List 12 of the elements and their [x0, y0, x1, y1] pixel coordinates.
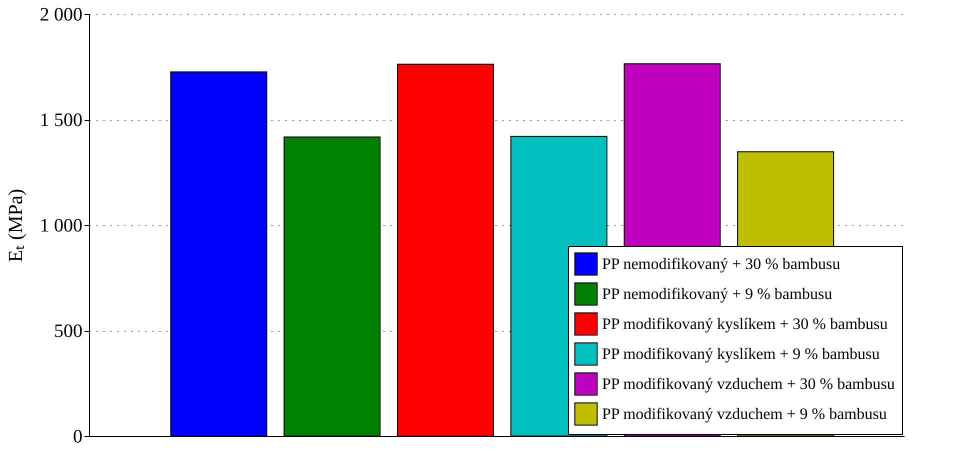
legend-label: PP nemodifikovaný + 9 % bambusu: [602, 286, 832, 303]
y-tick-label: 0: [73, 426, 82, 448]
legend-label: PP nemodifikovaný + 30 % bambusu: [602, 256, 840, 273]
y-tick-label: 500: [54, 321, 82, 342]
y-axis-title: Eₜ (MPa): [4, 188, 27, 262]
legend-label: PP modifikovaný kyslíkem + 30 % bambusu: [602, 316, 888, 333]
y-tick-label: 1 000: [40, 216, 82, 236]
legend-label: PP modifikovaný kyslíkem + 9 % bambusu: [602, 346, 880, 363]
legend-label: PP modifikovaný vzduchem + 9 % bambusu: [602, 406, 887, 423]
y-tick-label: 2 000: [40, 4, 82, 26]
y-tick-label: 1 500: [40, 110, 82, 131]
legend-label: PP modifikovaný vzduchem + 30 % bambusu: [602, 376, 895, 393]
